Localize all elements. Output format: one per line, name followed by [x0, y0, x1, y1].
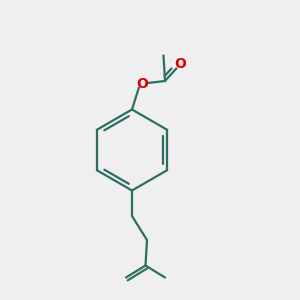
Text: O: O: [136, 77, 148, 91]
Text: O: O: [174, 58, 186, 71]
